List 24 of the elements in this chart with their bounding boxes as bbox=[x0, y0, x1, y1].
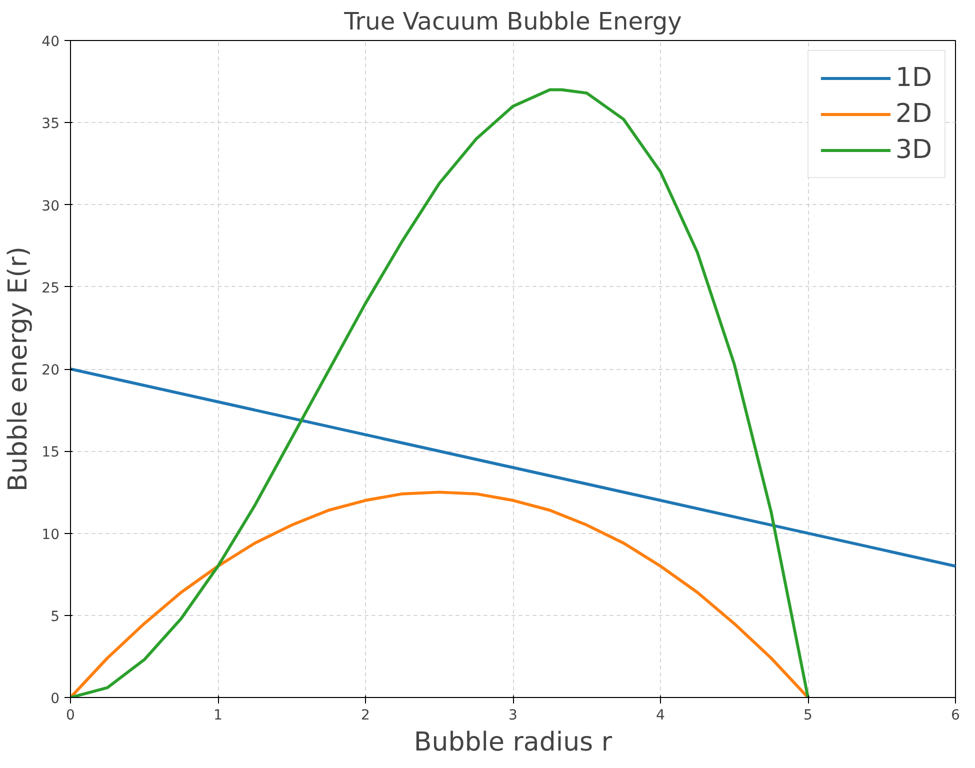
x-tick-label: 0 bbox=[66, 708, 75, 724]
legend-label: 3D bbox=[895, 135, 932, 165]
y-tick-label: 40 bbox=[42, 34, 60, 50]
line-series bbox=[70, 490, 810, 698]
y-tick-label: 20 bbox=[42, 362, 60, 378]
y-tick-label: 15 bbox=[42, 444, 60, 461]
chart-title: True Vacuum Bubble Energy bbox=[343, 8, 682, 36]
y-tick-label: 30 bbox=[42, 198, 60, 214]
y-axis-title: Bubble energy E(r) bbox=[4, 246, 34, 492]
y-tick-label: 35 bbox=[42, 116, 60, 132]
x-tick-label: 1 bbox=[214, 708, 222, 724]
line-series bbox=[70, 88, 810, 698]
legend-label: 1D bbox=[895, 63, 932, 93]
y-tick-label: 10 bbox=[42, 526, 60, 543]
legend-label: 2D bbox=[895, 99, 932, 129]
x-tick-label: 4 bbox=[656, 708, 666, 724]
x-tick-label: 5 bbox=[804, 708, 812, 724]
x-tick-label: 6 bbox=[951, 708, 960, 724]
x-tick-label: 3 bbox=[508, 708, 518, 724]
y-tick-label: 0 bbox=[50, 691, 60, 707]
x-tick-label: 2 bbox=[361, 708, 370, 724]
y-tick-label: 25 bbox=[42, 280, 60, 296]
x-axis-title: Bubble radius r bbox=[414, 728, 612, 758]
y-tick-label: 5 bbox=[50, 608, 60, 625]
